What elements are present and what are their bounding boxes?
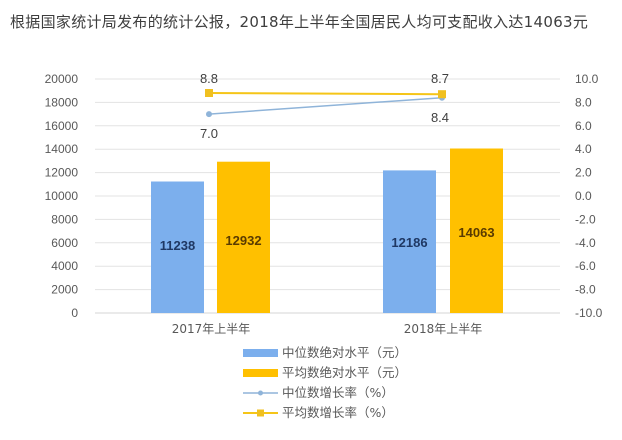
point-label: 8.4 — [431, 110, 449, 125]
y2-tick: -6.0 — [575, 259, 596, 273]
legend-swatch-mean-line — [243, 409, 278, 417]
y2-tick: -2.0 — [575, 212, 596, 226]
legend-label: 平均数增长率（%） — [282, 405, 394, 420]
y-tick: 2000 — [51, 283, 78, 297]
y-tick: 18000 — [45, 95, 79, 109]
y-tick: 12000 — [45, 166, 79, 180]
marker-median-2017 — [206, 111, 212, 118]
line-median-growth — [206, 94, 445, 118]
y2-tick: 0.0 — [575, 189, 592, 203]
y-tick: 16000 — [45, 119, 79, 133]
y2-tick: -10.0 — [575, 306, 603, 320]
bars — [151, 148, 503, 313]
y2-tick: -4.0 — [575, 236, 596, 250]
y2-tick: 6.0 — [575, 119, 592, 133]
y-tick: 0 — [71, 306, 78, 320]
marker-mean-2018 — [438, 90, 446, 99]
point-label: 7.0 — [200, 126, 218, 141]
legend-swatch-mean-bar — [243, 369, 278, 377]
bar-label: 11238 — [160, 238, 195, 253]
line-mean-growth — [205, 89, 446, 99]
y-tick: 8000 — [51, 212, 78, 226]
legend-label: 平均数绝对水平（元） — [282, 365, 407, 380]
legend-label: 中位数绝对水平（元） — [282, 345, 407, 360]
y-tick: 4000 — [51, 259, 78, 273]
point-label: 8.7 — [431, 71, 449, 86]
bar-label: 12186 — [391, 235, 427, 250]
y2-tick: 4.0 — [575, 142, 592, 156]
headline-text: 根据国家统计局发布的统计公报，2018年上半年全国居民人均可支配收入达14063… — [10, 13, 589, 31]
y-tick: 6000 — [51, 236, 78, 250]
x-category: 2018年上半年 — [404, 322, 483, 336]
y2-tick: 8.0 — [575, 95, 592, 109]
bar-label: 14063 — [458, 225, 494, 240]
bar-labels: 11238 12932 12186 14063 — [160, 225, 495, 253]
bar-mean-2017 — [217, 161, 270, 313]
x-axis: 2017年上半年 2018年上半年 — [172, 322, 483, 336]
y-tick: 20000 — [45, 72, 79, 86]
point-labels: 8.8 7.0 8.7 8.4 — [200, 71, 449, 141]
bar-median-2018 — [383, 170, 436, 313]
legend-label: 中位数增长率（%） — [282, 385, 394, 400]
y-tick: 10000 — [45, 189, 79, 203]
y2-tick: 2.0 — [575, 166, 592, 180]
bar-median-2017 — [151, 181, 204, 313]
x-category: 2017年上半年 — [172, 322, 251, 336]
left-axis: 20000 18000 16000 14000 12000 10000 8000… — [45, 72, 79, 320]
marker-mean-2017 — [205, 89, 213, 97]
y2-tick: -8.0 — [575, 283, 596, 297]
bar-mean-2018 — [450, 148, 503, 313]
y2-tick: 10.0 — [575, 72, 599, 86]
legend-swatch-median-line — [243, 390, 278, 396]
legend: 中位数绝对水平（元） 平均数绝对水平（元） 中位数增长率（%） 平均数增长率（%… — [243, 345, 407, 420]
legend-swatch-median-bar — [243, 349, 278, 357]
right-axis: 10.0 8.0 6.0 4.0 2.0 0.0 -2.0 -4.0 -6.0 … — [575, 72, 603, 320]
y-tick: 14000 — [45, 142, 79, 156]
bar-label: 12932 — [225, 233, 261, 248]
point-label: 8.8 — [200, 71, 218, 86]
